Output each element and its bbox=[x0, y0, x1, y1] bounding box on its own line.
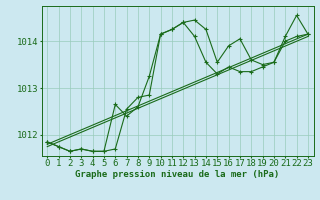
X-axis label: Graphe pression niveau de la mer (hPa): Graphe pression niveau de la mer (hPa) bbox=[76, 170, 280, 179]
